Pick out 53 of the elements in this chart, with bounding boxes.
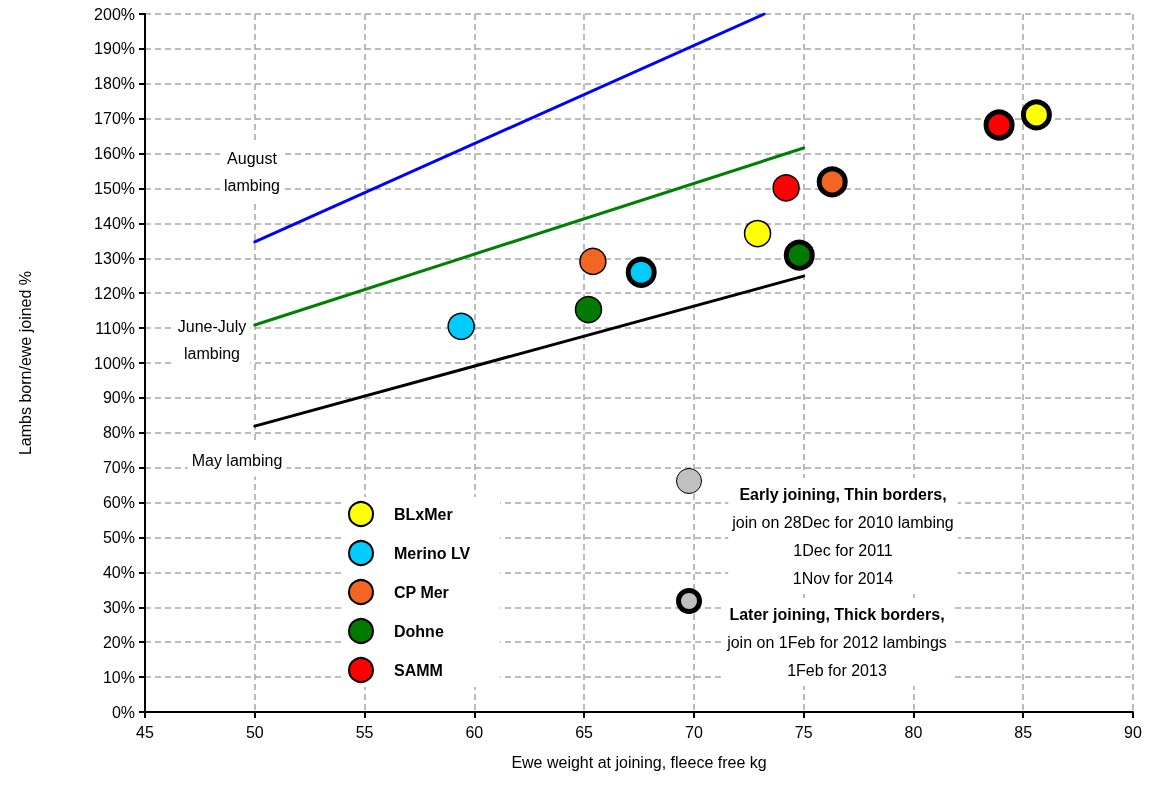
y-tick-label: 40% <box>102 563 135 581</box>
y-tick-label: 170% <box>94 110 135 128</box>
y-tick-label: 200% <box>94 5 135 23</box>
y-tick-label: 70% <box>102 459 135 477</box>
y-tick-label: 30% <box>102 598 135 616</box>
x-tick-label: 70 <box>684 723 703 741</box>
y-tick-label: 100% <box>94 354 135 372</box>
legend-label: Dohne <box>394 622 444 640</box>
x-tick-label: 45 <box>136 723 154 741</box>
y-tick-label: 0% <box>111 703 135 721</box>
annotation: Early joining, Thin borders, join on 28Dec for 2010 lambing 1Dec for 2011 1Nov for 2014 <box>731 485 954 587</box>
annotation: June-July lambing <box>177 318 247 362</box>
x-tick-label: 85 <box>1014 723 1033 741</box>
y-tick-label: 50% <box>102 529 135 546</box>
y-tick-label: 80% <box>102 424 135 442</box>
annotation: May lambing <box>191 451 283 469</box>
x-tick-label: 75 <box>794 723 813 741</box>
point <box>574 295 603 324</box>
x-tick-label: 80 <box>904 723 923 741</box>
y-tick-label: 130% <box>94 249 135 267</box>
point <box>783 239 815 271</box>
legend-label: Merino LV <box>394 544 471 562</box>
x-tick-label: 60 <box>465 723 484 741</box>
y-tick-label: 90% <box>102 389 135 407</box>
point <box>743 219 772 248</box>
annotation: Later joining, Thick borders, join on 1Feb for 2012 lambings 1Feb for 2013 <box>726 605 947 679</box>
legend-label: BLxMer <box>394 505 453 523</box>
point <box>772 174 800 202</box>
y-tick-label: 60% <box>102 494 135 512</box>
y-tick-label: 10% <box>102 668 135 686</box>
point <box>983 109 1015 141</box>
point <box>447 312 475 341</box>
x-tick-label: 65 <box>575 723 594 741</box>
legend-label: SAMM <box>394 661 443 679</box>
y-tick-label: 140% <box>94 214 135 232</box>
legend-label: CP Mer <box>394 583 449 601</box>
x-tick-label: 55 <box>355 723 374 741</box>
annotation: August lambing <box>223 150 281 194</box>
y-axis-title: Lambs born/ewe joined % <box>16 270 34 456</box>
point <box>1020 99 1052 131</box>
point <box>625 256 657 288</box>
y-tick-label: 110% <box>95 319 135 337</box>
x-tick-label: 90 <box>1124 723 1142 741</box>
point <box>816 166 848 198</box>
y-tick-label: 150% <box>94 180 135 197</box>
y-tick-label: 20% <box>102 633 135 651</box>
y-tick-label: 160% <box>94 145 135 163</box>
x-axis-title: Ewe weight at joining, fleece free kg <box>511 753 767 771</box>
point <box>579 247 607 276</box>
y-tick-label: 190% <box>94 40 135 58</box>
y-tick-label: 180% <box>94 75 135 93</box>
y-tick-label: 120% <box>94 284 135 302</box>
x-tick-label: 50 <box>245 723 264 741</box>
